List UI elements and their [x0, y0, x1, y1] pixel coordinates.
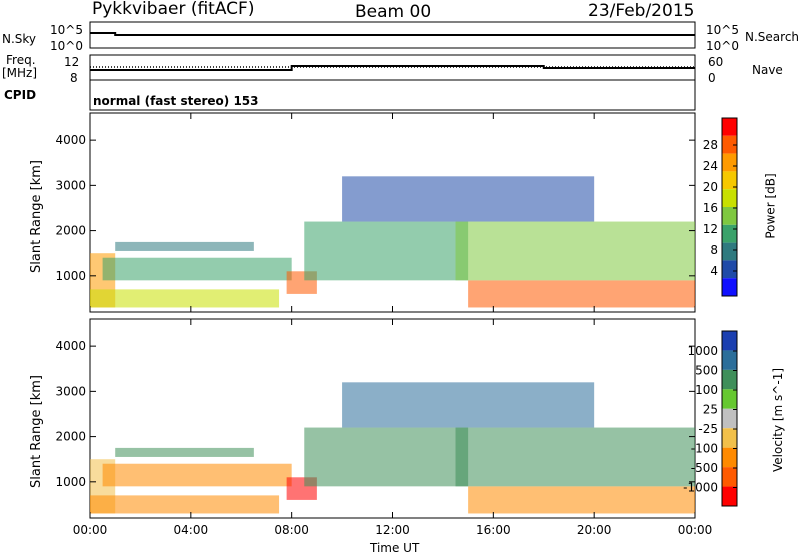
- velocity-panel: [90, 382, 695, 514]
- nsearch-tick-high: 10^5: [706, 23, 739, 37]
- velocity-echo-region-3: [115, 447, 254, 457]
- time-tick-label: 00:00: [678, 523, 713, 537]
- velocity-colorbar-cell: [722, 486, 737, 506]
- velocity-colorbar-tick-label: 25: [703, 403, 718, 417]
- power-echo-region-7: [455, 221, 695, 281]
- power-colorbar-cell: [722, 153, 737, 172]
- freq-label: Freq.: [6, 53, 36, 67]
- velocity-echo-region-6: [468, 486, 695, 514]
- time-tick-label: 16:00: [476, 523, 511, 537]
- power-colorbar-cell: [722, 242, 737, 261]
- frequency-trace: [90, 65, 695, 71]
- velocity-echo-region-1: [90, 495, 280, 514]
- nsearch-label: N.Search: [745, 30, 800, 44]
- nsky-label: N.Sky: [2, 32, 37, 46]
- velocity-colorbar-cell: [722, 369, 737, 390]
- power-colorbar-tick-label: 4: [710, 264, 718, 278]
- power-colorbar-cell: [722, 118, 737, 136]
- freq-tick-low: 8: [70, 71, 78, 85]
- velocity-colorbar-tick-label: -100: [691, 442, 718, 456]
- velocity-colorbar-tick-label: -500: [691, 461, 718, 475]
- velocity-ytick-label: 2000: [55, 430, 86, 444]
- nsearch-tick-low: 10^0: [706, 39, 739, 53]
- power-colorbar-cell: [722, 135, 737, 154]
- power-echo-region-5: [304, 221, 469, 281]
- power-colorbar-tick-label: 12: [703, 222, 718, 236]
- date-title: 23/Feb/2015: [588, 1, 695, 21]
- velocity-colorbar-tick-label: -25: [698, 422, 718, 436]
- velocity-ylabel: Slant Range [km]: [28, 375, 44, 488]
- velocity-colorbar-cell: [722, 350, 737, 370]
- velocity-ytick-label: 1000: [55, 475, 86, 489]
- time-tick-label: 20:00: [577, 523, 612, 537]
- time-xlabel: Time UT: [370, 541, 420, 555]
- power-ytick-label: 4000: [55, 133, 86, 147]
- time-tick-label: 08:00: [274, 523, 309, 537]
- freq-tick-high: 12: [64, 55, 80, 69]
- cpid-text: normal (fast stereo) 153: [93, 94, 259, 108]
- power-colorbar-tick-label: 24: [703, 159, 718, 173]
- power-colorbar-cell: [722, 189, 737, 207]
- velocity-ytick-label: 4000: [55, 339, 86, 353]
- time-tick-label: 12:00: [375, 523, 410, 537]
- power-ytick-label: 3000: [55, 178, 86, 192]
- power-colorbar: [721, 117, 738, 297]
- velocity-colorbar-cell: [722, 447, 737, 468]
- velocity-echo-region-7: [455, 427, 695, 487]
- velocity-echo-region-8: [342, 382, 595, 428]
- velocity-echo-region-2: [102, 463, 292, 487]
- cpid-panel: [89, 79, 696, 111]
- power-ytick-label: 1000: [55, 269, 86, 283]
- velocity-colorbar: [721, 330, 738, 507]
- time-tick-label: 04:00: [174, 523, 209, 537]
- freq-unit-label: [MHz]: [2, 66, 38, 80]
- power-panel: [90, 176, 695, 308]
- power-colorbar-cell: [722, 260, 737, 279]
- velocity-colorbar-tick-label: -1000: [683, 481, 718, 495]
- power-colorbar-cell: [722, 278, 737, 296]
- power-colorbar-tick-label: 8: [710, 243, 718, 257]
- velocity-colorbar-cell: [722, 467, 737, 487]
- velocity-colorbar-tick-label: 100: [695, 383, 718, 397]
- power-colorbar-label: Power [dB]: [763, 173, 778, 239]
- power-ytick-label: 2000: [55, 224, 86, 238]
- power-colorbar-tick-label: 16: [703, 201, 718, 215]
- power-colorbar-tick-label: 28: [703, 138, 718, 152]
- nsky-tick-low: 10^0: [50, 39, 83, 53]
- power-echo-region-6: [468, 280, 695, 308]
- beam-title: Beam 00: [355, 2, 432, 22]
- velocity-colorbar-cell: [722, 428, 737, 448]
- velocity-colorbar-tick-label: 1000: [687, 344, 718, 358]
- velocity-colorbar-cell: [722, 389, 737, 409]
- velocity-colorbar-label: Velocity [m s^-1]: [771, 367, 786, 473]
- velocity-ytick-label: 3000: [55, 384, 86, 398]
- power-colorbar-cell: [722, 224, 737, 243]
- nave-tick-high: 60: [708, 55, 724, 69]
- velocity-echo-region-5: [304, 427, 469, 487]
- time-tick-label: 00:00: [73, 523, 108, 537]
- cpid-label: CPID: [4, 88, 37, 102]
- nsky-trace: [90, 32, 695, 36]
- nave-label: Nave: [752, 63, 783, 77]
- power-ylabel: Slant Range [km]: [28, 160, 44, 273]
- power-colorbar-cell: [722, 207, 737, 225]
- power-colorbar-cell: [722, 171, 737, 190]
- nave-tick-low: 0: [708, 71, 716, 85]
- power-colorbar-tick-label: 20: [703, 180, 718, 194]
- power-echo-region-8: [342, 176, 595, 222]
- velocity-colorbar-cell: [722, 331, 737, 351]
- power-echo-region-3: [115, 241, 254, 251]
- power-echo-region-1: [90, 289, 280, 308]
- velocity-colorbar-tick-label: 500: [695, 364, 718, 378]
- station-title: Pykkvibaer (fitACF): [92, 0, 255, 19]
- power-echo-region-2: [102, 257, 292, 281]
- nsky-tick-high: 10^5: [50, 23, 83, 37]
- velocity-colorbar-cell: [722, 408, 737, 429]
